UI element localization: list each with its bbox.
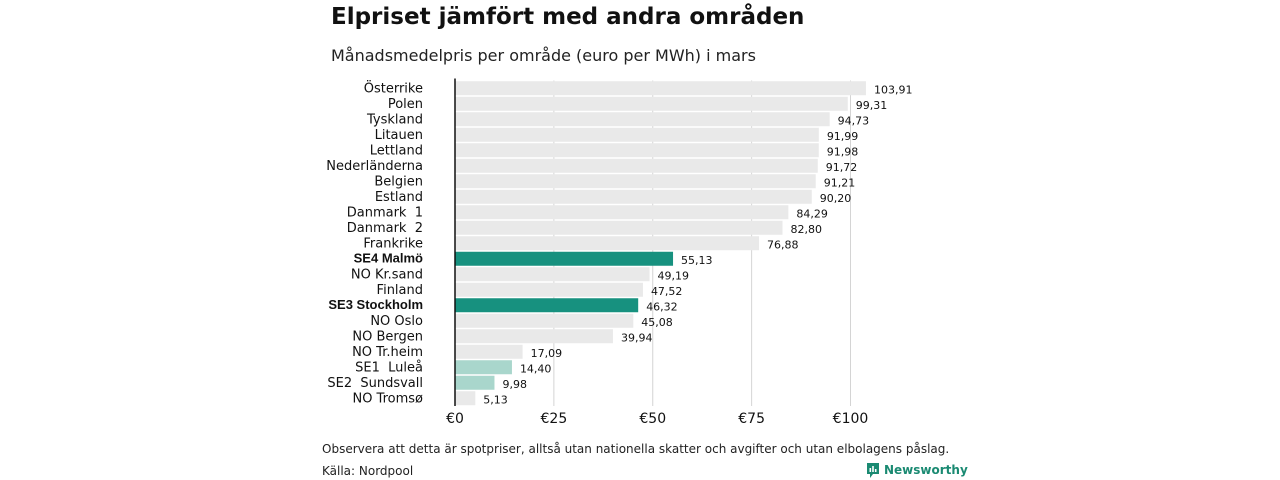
x-tick-label: €0: [446, 411, 464, 427]
footnote: Observera att detta är spotpriser, allts…: [322, 442, 950, 456]
bar-chart: ÖsterrikePolenTysklandLitauenLettlandNed…: [326, 78, 912, 427]
brand-name: Newsworthy: [884, 463, 968, 477]
bar: [455, 251, 674, 266]
bar: [455, 344, 523, 359]
category-label: Polen: [388, 97, 423, 112]
value-label: 103,91: [874, 83, 913, 96]
bar: [455, 220, 783, 235]
category-label: SE2 Sundsvall: [327, 376, 423, 391]
newsworthy-logo-icon: [867, 462, 879, 478]
bar: [455, 189, 812, 204]
bar: [455, 298, 639, 313]
value-label: 82,80: [790, 223, 822, 236]
category-label: Lettland: [370, 143, 423, 158]
bar: [455, 360, 512, 375]
bar: [455, 282, 643, 297]
x-tick-label: €25: [541, 411, 568, 427]
value-label: 9,98: [502, 378, 527, 391]
value-label: 47,52: [651, 285, 683, 298]
category-label: Frankrike: [363, 236, 423, 251]
category-label: NO Tromsø: [352, 391, 423, 406]
category-labels: ÖsterrikePolenTysklandLitauenLettlandNed…: [326, 79, 423, 406]
bar: [455, 329, 613, 344]
bar: [455, 375, 495, 390]
source-label: Källa: Nordpool: [322, 464, 414, 478]
value-label: 17,09: [531, 347, 563, 360]
category-label: SE4 Malmö: [354, 251, 423, 266]
category-label: SE3 Stockholm: [328, 297, 423, 312]
bar: [455, 143, 819, 158]
chart-title: Elpriset jämfört med andra områden: [331, 4, 805, 30]
bar: [455, 205, 789, 220]
bar: [455, 127, 819, 142]
bar: [455, 158, 818, 173]
category-label: NO Kr.sand: [351, 267, 423, 282]
category-label: Danmark 1: [347, 205, 423, 220]
value-label: 99,31: [856, 99, 888, 112]
value-label: 90,20: [820, 192, 852, 205]
bar: [455, 267, 650, 282]
value-label: 91,98: [827, 145, 859, 158]
x-tick-label: €100: [833, 411, 869, 427]
category-label: NO Bergen: [352, 329, 423, 344]
value-label: 91,21: [824, 176, 856, 189]
value-label: 14,40: [520, 362, 552, 375]
value-label: 84,29: [796, 207, 828, 220]
bar: [455, 174, 816, 189]
x-tick-label: €75: [738, 411, 765, 427]
value-label: 39,94: [621, 331, 653, 344]
category-label: Nederländerna: [326, 159, 423, 174]
category-label: Litauen: [375, 128, 423, 143]
category-label: Finland: [377, 283, 423, 298]
bar: [455, 236, 760, 251]
category-label: Belgien: [374, 174, 423, 189]
value-label: 91,72: [826, 161, 858, 174]
category-label: Danmark 2: [347, 221, 423, 236]
category-label: SE1 Luleå: [355, 360, 423, 375]
chart-subtitle: Månadsmedelpris per område (euro per MWh…: [331, 46, 756, 65]
value-label: 5,13: [483, 393, 508, 406]
value-labels: 103,91 99,31 94,73 91,99 91,98 91,72 91,21 90,2…: [483, 83, 912, 406]
x-tick-label: €50: [639, 411, 666, 427]
bar: [455, 313, 634, 328]
bar: [455, 112, 830, 127]
value-label: 46,32: [646, 300, 678, 313]
category-label: Tyskland: [366, 112, 423, 127]
bar: [455, 96, 848, 111]
x-axis-ticks: €0 €25 €50 €75 €100: [446, 411, 868, 427]
value-label: 49,19: [658, 269, 690, 282]
bar: [455, 391, 476, 406]
category-label: Estland: [375, 190, 423, 205]
category-label: NO Tr.heim: [352, 345, 423, 360]
value-label: 91,99: [827, 130, 859, 143]
category-label: NO Oslo: [370, 314, 423, 329]
bars: [455, 81, 866, 406]
value-label: 45,08: [641, 316, 673, 329]
value-label: 76,88: [767, 238, 799, 251]
bar: [455, 81, 866, 96]
value-label: 55,13: [681, 254, 713, 267]
category-label: Österrike: [364, 79, 423, 96]
brand-logo: Newsworthy: [866, 461, 968, 479]
value-label: 94,73: [838, 114, 870, 127]
